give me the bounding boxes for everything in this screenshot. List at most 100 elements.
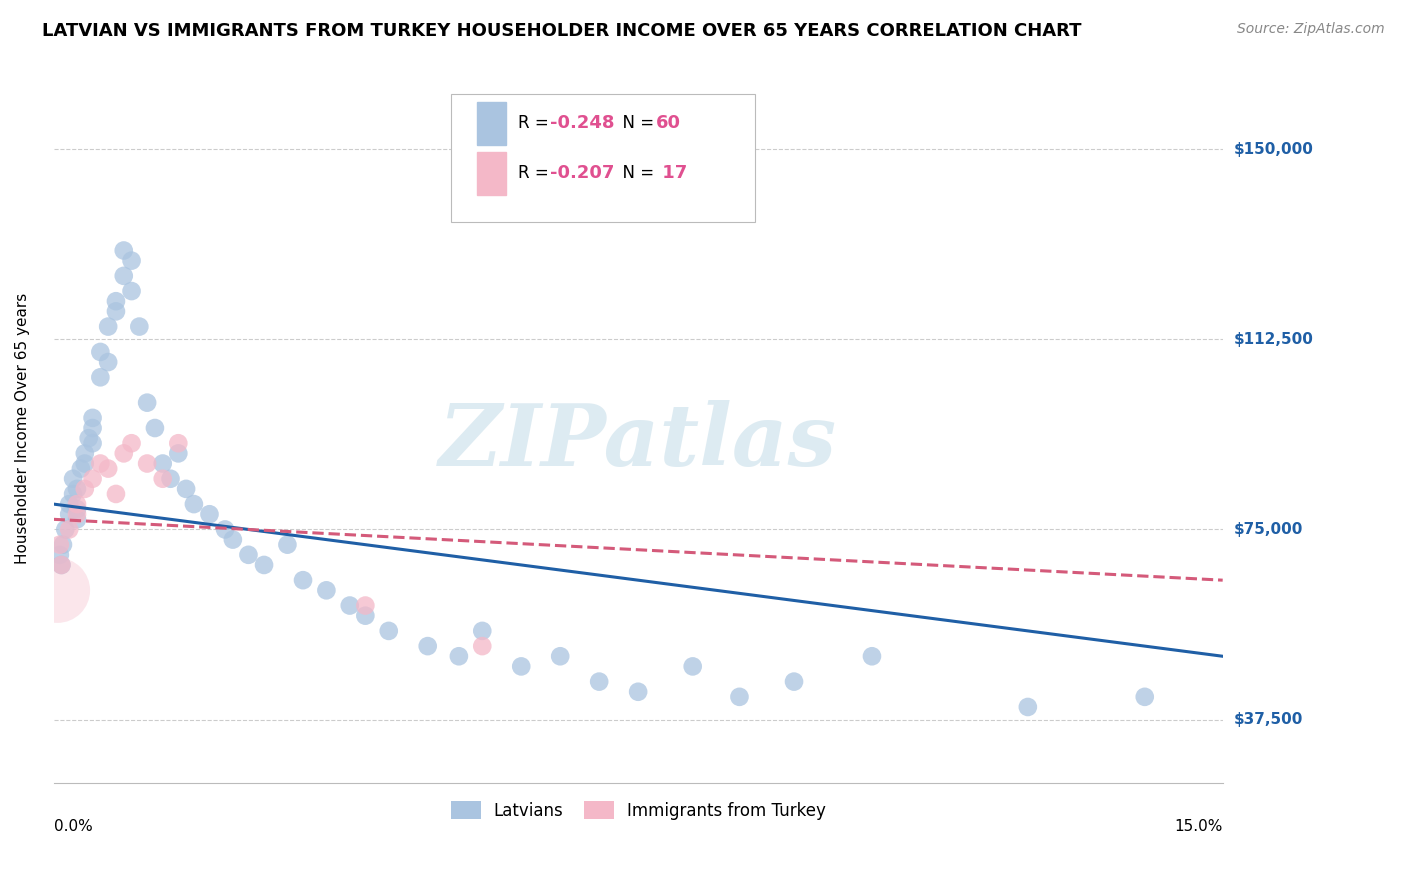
Point	[136, 457, 159, 471]
Point	[783, 674, 806, 689]
Text: -0.248: -0.248	[551, 114, 614, 132]
Point	[276, 538, 298, 552]
Point	[510, 659, 533, 673]
Point	[214, 523, 236, 537]
Point	[49, 548, 72, 562]
Point	[112, 446, 135, 460]
Point	[728, 690, 751, 704]
Text: $37,500: $37,500	[1234, 712, 1303, 727]
Point	[73, 482, 96, 496]
Point	[1133, 690, 1156, 704]
Point	[104, 304, 127, 318]
Point	[121, 436, 143, 450]
Point	[51, 558, 73, 572]
Point	[447, 649, 470, 664]
Point	[66, 482, 89, 496]
Point	[238, 548, 260, 562]
Bar	[477, 102, 506, 145]
Point	[292, 573, 315, 587]
Point	[51, 558, 73, 572]
Point	[860, 649, 883, 664]
Text: 60: 60	[655, 114, 681, 132]
Text: $75,000: $75,000	[1234, 522, 1303, 537]
Point	[82, 410, 104, 425]
Point	[315, 583, 337, 598]
Legend: Latvians, Immigrants from Turkey: Latvians, Immigrants from Turkey	[441, 793, 834, 828]
Point	[377, 624, 399, 638]
Point	[471, 624, 494, 638]
Point	[89, 457, 111, 471]
Point	[66, 502, 89, 516]
Point	[97, 355, 120, 369]
Point	[354, 599, 377, 613]
Point	[152, 457, 174, 471]
Point	[627, 685, 650, 699]
Text: ZIPatlas: ZIPatlas	[439, 401, 837, 484]
Point	[222, 533, 245, 547]
Point	[339, 599, 361, 613]
Point	[198, 508, 221, 522]
Point	[89, 370, 111, 384]
Point	[174, 482, 197, 496]
Point	[52, 538, 75, 552]
Point	[73, 457, 96, 471]
Point	[183, 497, 205, 511]
Text: 17: 17	[655, 164, 688, 182]
Text: R =: R =	[517, 164, 554, 182]
Point	[112, 268, 135, 283]
Point	[58, 497, 80, 511]
Point	[682, 659, 704, 673]
Point	[128, 319, 150, 334]
Text: R =: R =	[517, 114, 554, 132]
Point	[58, 508, 80, 522]
Point	[82, 436, 104, 450]
Text: 0.0%: 0.0%	[53, 819, 93, 833]
Bar	[477, 152, 506, 194]
Text: N =: N =	[613, 164, 659, 182]
Point	[66, 512, 89, 526]
Point	[253, 558, 276, 572]
Point	[82, 472, 104, 486]
Point	[121, 284, 143, 298]
Point	[46, 583, 69, 598]
Point	[97, 319, 120, 334]
Point	[62, 487, 84, 501]
Point	[77, 431, 100, 445]
Point	[167, 436, 190, 450]
Text: $112,500: $112,500	[1234, 332, 1313, 347]
Point	[62, 472, 84, 486]
Point	[354, 608, 377, 623]
Point	[73, 446, 96, 460]
Y-axis label: Householder Income Over 65 years: Householder Income Over 65 years	[15, 293, 30, 564]
Point	[1017, 700, 1039, 714]
Point	[136, 395, 159, 409]
Point	[112, 244, 135, 258]
Point	[416, 639, 439, 653]
Text: $150,000: $150,000	[1234, 142, 1313, 157]
Point	[70, 461, 93, 475]
FancyBboxPatch shape	[451, 95, 755, 222]
Point	[82, 421, 104, 435]
Point	[49, 538, 72, 552]
Point	[66, 497, 89, 511]
Point	[58, 523, 80, 537]
Point	[152, 472, 174, 486]
Point	[66, 508, 89, 522]
Text: N =: N =	[613, 114, 659, 132]
Point	[471, 639, 494, 653]
Point	[548, 649, 571, 664]
Point	[53, 523, 76, 537]
Point	[104, 487, 127, 501]
Point	[143, 421, 166, 435]
Text: 15.0%: 15.0%	[1174, 819, 1223, 833]
Point	[89, 345, 111, 359]
Text: Source: ZipAtlas.com: Source: ZipAtlas.com	[1237, 22, 1385, 37]
Point	[97, 461, 120, 475]
Text: -0.207: -0.207	[551, 164, 614, 182]
Point	[159, 472, 181, 486]
Point	[588, 674, 610, 689]
Point	[121, 253, 143, 268]
Text: LATVIAN VS IMMIGRANTS FROM TURKEY HOUSEHOLDER INCOME OVER 65 YEARS CORRELATION C: LATVIAN VS IMMIGRANTS FROM TURKEY HOUSEH…	[42, 22, 1081, 40]
Point	[104, 294, 127, 309]
Point	[167, 446, 190, 460]
